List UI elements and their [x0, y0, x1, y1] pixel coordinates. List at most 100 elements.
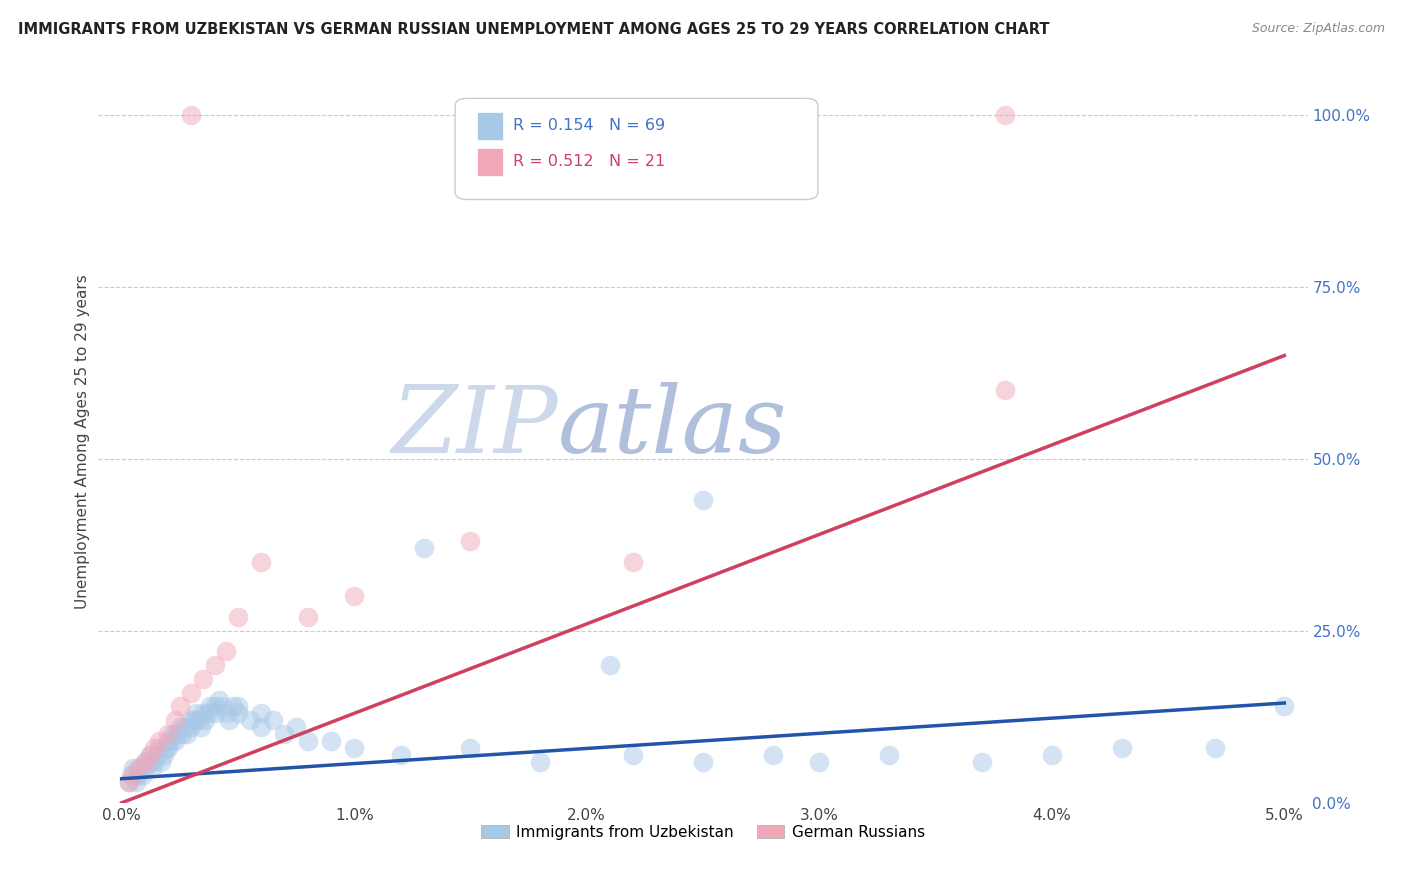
Point — [343, 590, 366, 604]
Point — [118, 775, 141, 789]
Point — [194, 713, 217, 727]
Point — [994, 383, 1017, 397]
Point — [138, 747, 160, 762]
Point — [1272, 699, 1295, 714]
Point — [204, 658, 226, 673]
Legend: Immigrants from Uzbekistan, German Russians: Immigrants from Uzbekistan, German Russi… — [475, 819, 931, 846]
Point — [131, 768, 153, 782]
Point — [138, 747, 160, 762]
Point — [413, 541, 436, 556]
Point — [211, 699, 233, 714]
Point — [994, 108, 1017, 122]
Y-axis label: Unemployment Among Ages 25 to 29 years: Unemployment Among Ages 25 to 29 years — [75, 274, 90, 609]
Point — [152, 747, 174, 762]
Point — [621, 747, 644, 762]
Point — [184, 706, 207, 721]
Point — [762, 747, 785, 762]
Point — [389, 747, 412, 762]
Point — [250, 720, 273, 734]
Point — [215, 644, 238, 658]
Point — [134, 755, 156, 769]
Point — [187, 713, 209, 727]
Point — [180, 108, 202, 122]
Point — [319, 734, 342, 748]
Point — [180, 720, 202, 734]
Point — [190, 720, 212, 734]
Point — [460, 740, 482, 755]
Point — [218, 713, 240, 727]
Point — [599, 658, 621, 673]
Point — [877, 747, 900, 762]
Point — [118, 775, 141, 789]
Point — [204, 706, 226, 721]
Point — [621, 555, 644, 569]
Point — [129, 761, 152, 775]
Point — [692, 493, 714, 508]
Point — [122, 768, 145, 782]
Point — [250, 706, 273, 721]
Text: Source: ZipAtlas.com: Source: ZipAtlas.com — [1251, 22, 1385, 36]
Point — [208, 692, 231, 706]
Point — [143, 755, 166, 769]
Point — [148, 734, 170, 748]
Point — [273, 727, 295, 741]
Point — [239, 713, 262, 727]
Point — [198, 699, 221, 714]
Point — [215, 706, 238, 721]
Point — [180, 686, 202, 700]
Point — [138, 755, 160, 769]
Text: ZIP: ZIP — [391, 382, 558, 472]
Point — [169, 720, 191, 734]
Point — [143, 740, 166, 755]
Point — [226, 699, 249, 714]
Point — [172, 727, 194, 741]
Point — [173, 720, 195, 734]
Text: R = 0.154   N = 69: R = 0.154 N = 69 — [513, 119, 665, 133]
Point — [297, 734, 319, 748]
Point — [169, 699, 191, 714]
FancyBboxPatch shape — [477, 148, 503, 176]
Point — [197, 706, 219, 721]
Text: IMMIGRANTS FROM UZBEKISTAN VS GERMAN RUSSIAN UNEMPLOYMENT AMONG AGES 25 TO 29 YE: IMMIGRANTS FROM UZBEKISTAN VS GERMAN RUS… — [18, 22, 1050, 37]
Text: atlas: atlas — [558, 382, 787, 472]
Point — [157, 740, 180, 755]
Point — [222, 699, 245, 714]
Point — [183, 713, 205, 727]
Point — [157, 734, 180, 748]
Point — [262, 713, 284, 727]
FancyBboxPatch shape — [477, 112, 503, 139]
Point — [1204, 740, 1226, 755]
Point — [155, 740, 177, 755]
Point — [176, 727, 198, 741]
Point — [165, 713, 187, 727]
Point — [970, 755, 993, 769]
Point — [134, 761, 156, 775]
Point — [226, 706, 249, 721]
Point — [692, 755, 714, 769]
Point — [460, 534, 482, 549]
Point — [808, 755, 831, 769]
Point — [127, 768, 149, 782]
Point — [285, 720, 308, 734]
Point — [250, 555, 273, 569]
Point — [122, 761, 145, 775]
Point — [343, 740, 366, 755]
Point — [148, 740, 170, 755]
Point — [127, 761, 149, 775]
Point — [150, 755, 173, 769]
Point — [180, 713, 202, 727]
FancyBboxPatch shape — [456, 98, 818, 200]
Point — [157, 727, 180, 741]
Text: R = 0.512   N = 21: R = 0.512 N = 21 — [513, 154, 665, 169]
Point — [145, 747, 167, 762]
Point — [124, 775, 146, 789]
Point — [166, 727, 188, 741]
Point — [297, 610, 319, 624]
Point — [165, 734, 187, 748]
Point — [134, 755, 156, 769]
Point — [1040, 747, 1063, 762]
Point — [191, 672, 214, 686]
Point — [159, 734, 181, 748]
Point — [529, 755, 551, 769]
Point — [120, 768, 142, 782]
